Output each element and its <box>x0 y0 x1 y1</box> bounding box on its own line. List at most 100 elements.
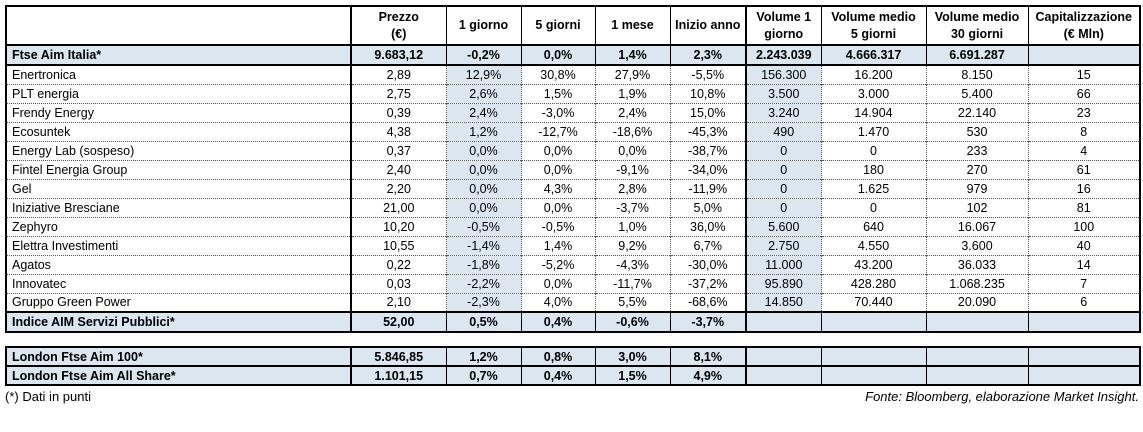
value-cell: 4.550 <box>820 235 926 255</box>
value-cell: 2.750 <box>745 235 821 255</box>
row-label: Gruppo Green Power <box>6 292 351 312</box>
value-cell: -45,3% <box>669 121 746 141</box>
value-cell: -0,2% <box>445 44 521 66</box>
value-cell: -30,0% <box>669 254 746 274</box>
value-cell: 0,0% <box>445 140 521 160</box>
value-cell: -34,0% <box>669 159 746 179</box>
value-cell: 11.000 <box>745 254 821 274</box>
footnotes: (*) Dati in punti Fonte: Bloomberg, elab… <box>5 389 1139 404</box>
value-cell: 5,0% <box>669 197 746 217</box>
footnote-dati-in-punti: (*) Dati in punti <box>5 389 91 404</box>
value-cell: 6.691.287 <box>925 44 1028 66</box>
value-cell: 100 <box>1027 216 1140 236</box>
value-cell: 0 <box>820 197 926 217</box>
value-cell: 0,7% <box>445 365 521 386</box>
value-cell: 40 <box>1027 235 1140 255</box>
value-cell: 8,1% <box>669 346 746 367</box>
value-cell: 0,0% <box>520 140 595 160</box>
value-cell <box>1027 311 1140 333</box>
value-cell: 6 <box>1027 292 1140 312</box>
value-cell: 5.600 <box>745 216 821 236</box>
value-cell: 10,20 <box>350 216 446 236</box>
value-cell: 12,9% <box>445 64 521 84</box>
value-cell: 2,20 <box>350 178 446 198</box>
company-row: Agatos 0,22 -1,8% -5,2% -4,3% -30,0% 11.000 43.… <box>6 254 1140 274</box>
value-cell: 0,0% <box>520 44 595 66</box>
company-row: Elettra Investimenti 10,55 -1,4% 1,4% 9,2% 6,… <box>6 235 1140 255</box>
value-cell: 36,0% <box>669 216 746 236</box>
value-cell: 0,0% <box>594 140 670 160</box>
value-cell: 43.200 <box>820 254 926 274</box>
value-cell: -3,7% <box>669 311 746 333</box>
column-header-volume-medio-30-giorni: Volume medio 30 giorni <box>925 6 1028 46</box>
value-cell: 10,8% <box>669 83 746 103</box>
value-cell: -3,7% <box>594 197 670 217</box>
value-cell: 1,4% <box>520 235 595 255</box>
value-cell <box>925 311 1028 333</box>
row-label: Gel <box>6 178 351 198</box>
value-cell <box>745 365 821 386</box>
value-cell: -2,2% <box>445 273 521 293</box>
value-cell: 8 <box>1027 121 1140 141</box>
value-cell <box>745 346 821 367</box>
value-cell: 3.240 <box>745 102 821 122</box>
value-cell: 1,0% <box>594 216 670 236</box>
value-cell: 0 <box>745 197 821 217</box>
value-cell: 23 <box>1027 102 1140 122</box>
value-cell: 1,2% <box>445 121 521 141</box>
value-cell: 979 <box>925 178 1028 198</box>
company-row: PLT energia 2,75 2,6% 1,5% 1,9% 10,8% 3.500 3.0… <box>6 83 1140 103</box>
value-cell: 3,0% <box>594 346 670 367</box>
value-cell: 81 <box>1027 197 1140 217</box>
index-row-ftse-aim-italia: Ftse Aim Italia* 9.683,12 -0,2% 0,0% 1,4% 2,3… <box>6 44 1140 66</box>
column-header-volume-medio-5-giorni: Volume medio 5 giorni <box>820 6 926 46</box>
value-cell: 7 <box>1027 273 1140 293</box>
value-cell: 2,6% <box>445 83 521 103</box>
value-cell: 1,9% <box>594 83 670 103</box>
value-cell: 3.000 <box>820 83 926 103</box>
value-cell: 5.846,85 <box>350 346 446 367</box>
row-label: Agatos <box>6 254 351 274</box>
value-cell: 30,8% <box>520 64 595 84</box>
london-index-row: London Ftse Aim 100* 5.846,85 1,2% 0,8% 3,0%… <box>6 346 1140 367</box>
value-cell: 0,0% <box>520 159 595 179</box>
aim-italia-table: Prezzo (€) 1 giorno 5 giorni 1 mese Iniz… <box>5 5 1141 333</box>
row-label: Ecosuntek <box>6 121 351 141</box>
value-cell: 180 <box>820 159 926 179</box>
value-cell: 0,5% <box>445 311 521 333</box>
value-cell: -0,6% <box>594 311 670 333</box>
row-label: Elettra Investimenti <box>6 235 351 255</box>
value-cell: 5,5% <box>594 292 670 312</box>
value-cell: 3.500 <box>745 83 821 103</box>
value-cell: 2,89 <box>350 64 446 84</box>
value-cell: -11,9% <box>669 178 746 198</box>
value-cell: 640 <box>820 216 926 236</box>
row-label: London Ftse Aim All Share* <box>6 365 351 386</box>
value-cell: 4,3% <box>520 178 595 198</box>
row-label: Indice AIM Servizi Pubblici* <box>6 311 351 333</box>
value-cell: 2,4% <box>594 102 670 122</box>
row-label: Enertronica <box>6 64 351 84</box>
value-cell: 5.400 <box>925 83 1028 103</box>
value-cell: 15 <box>1027 64 1140 84</box>
value-cell: 0,0% <box>445 197 521 217</box>
value-cell: 15,0% <box>669 102 746 122</box>
value-cell <box>745 311 821 333</box>
value-cell: 0,0% <box>520 273 595 293</box>
value-cell: -2,3% <box>445 292 521 312</box>
value-cell: 0,22 <box>350 254 446 274</box>
value-cell: 1.068.235 <box>925 273 1028 293</box>
value-cell: 0 <box>745 159 821 179</box>
value-cell: 10,55 <box>350 235 446 255</box>
value-cell: 0,4% <box>520 365 595 386</box>
row-label: Zephyro <box>6 216 351 236</box>
column-header-volume-1-giorno: Volume 1 giorno <box>745 6 821 46</box>
value-cell: 0,8% <box>520 346 595 367</box>
value-cell: -1,8% <box>445 254 521 274</box>
value-cell: 14.904 <box>820 102 926 122</box>
value-cell: 14 <box>1027 254 1140 274</box>
value-cell: 1.625 <box>820 178 926 198</box>
row-label: PLT energia <box>6 83 351 103</box>
value-cell <box>1027 365 1140 386</box>
value-cell: -18,6% <box>594 121 670 141</box>
